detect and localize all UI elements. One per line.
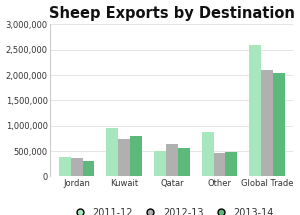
Bar bbox=[71, 158, 82, 176]
Bar bbox=[106, 128, 118, 176]
Bar bbox=[261, 70, 273, 176]
Bar bbox=[273, 73, 285, 176]
Legend: 2011-12, 2012-13, 2013-14: 2011-12, 2012-13, 2013-14 bbox=[66, 204, 278, 215]
Bar bbox=[202, 132, 214, 176]
Bar bbox=[178, 148, 190, 176]
Bar bbox=[130, 136, 142, 176]
Bar bbox=[214, 153, 225, 176]
Bar bbox=[59, 157, 71, 176]
Bar bbox=[154, 151, 166, 176]
Bar bbox=[249, 45, 261, 176]
Bar bbox=[166, 144, 178, 176]
Bar bbox=[225, 152, 237, 176]
Title: Sheep Exports by Destination: Sheep Exports by Destination bbox=[49, 6, 295, 21]
Bar bbox=[118, 139, 130, 176]
Bar bbox=[82, 161, 94, 176]
